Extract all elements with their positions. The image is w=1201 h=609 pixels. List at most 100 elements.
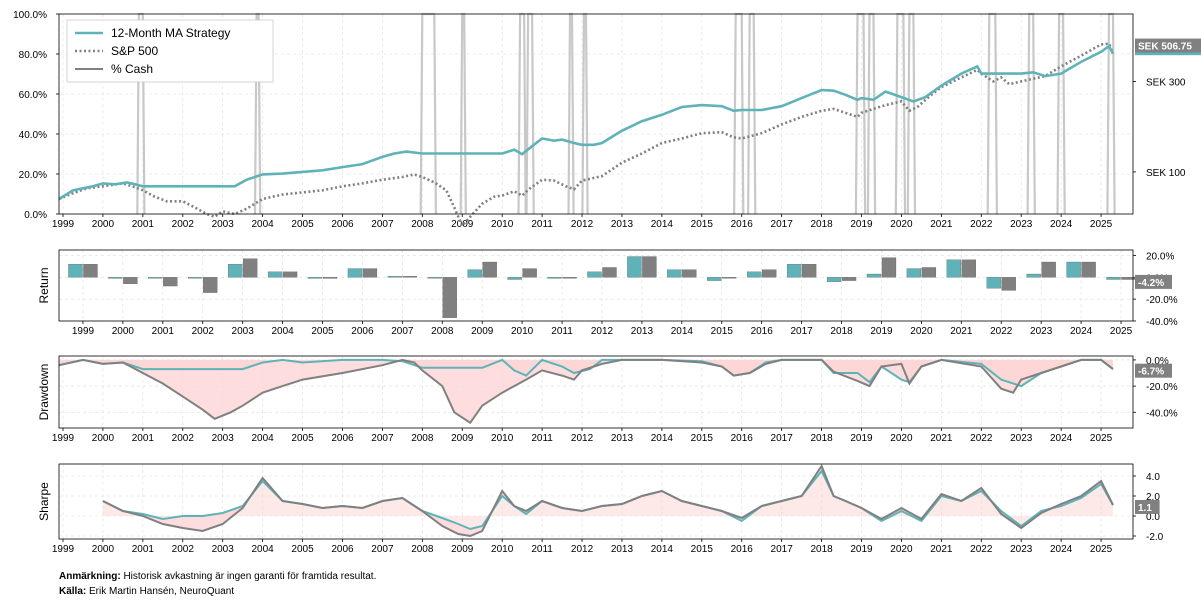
- cash-spike: [1106, 12, 1116, 215]
- strategy-return-bar: [467, 269, 482, 278]
- sharpe-x-tick-label: 2022: [970, 544, 993, 555]
- equity-x-tick-label: 2002: [172, 219, 195, 230]
- cash-spike: [517, 12, 527, 215]
- strategy-return-bar: [946, 259, 961, 278]
- strategy-return-bar: [587, 271, 602, 278]
- dd-frame: [58, 355, 1134, 429]
- strategy-return-bar: [906, 268, 922, 278]
- sp500-return-bar: [921, 267, 937, 278]
- return-x-tick-label: 2011: [551, 326, 573, 337]
- sharpe-diff-area: [102, 466, 1113, 536]
- dd-x-tick-label: 2022: [970, 433, 993, 444]
- equity-x-tick-label: 2007: [371, 219, 394, 230]
- equity-frame: [58, 13, 1134, 215]
- sp500-return-bar: [1001, 277, 1016, 291]
- dd-x-tick-label: 2001: [132, 433, 155, 444]
- return-x-tick-label: 2014: [671, 326, 694, 337]
- equity-x-tick-label: 2006: [331, 219, 354, 230]
- return-x-tick-label: 2005: [311, 326, 334, 337]
- return-x-tick-label: 2008: [431, 326, 454, 337]
- equity-right-tick-label: SEK 300: [1146, 77, 1186, 88]
- cash-spike: [567, 12, 575, 215]
- sharpe-tick-label: -2.0: [1146, 532, 1164, 543]
- footer-note-label: Anmärkning:: [59, 571, 121, 582]
- dd-x-tick-label: 2000: [92, 433, 115, 444]
- dd-x-tick-label: 2007: [371, 433, 394, 444]
- sp500-return-bar: [1041, 261, 1056, 278]
- dd-x-tick-label: 2025: [1090, 433, 1113, 444]
- sp500-return-bar: [562, 277, 577, 279]
- dd-x-tick-label: 2009: [451, 433, 474, 444]
- sp500-return-bar: [1121, 277, 1136, 280]
- dd-x-tick-label: 2020: [890, 433, 913, 444]
- strategy-return-bar: [68, 264, 83, 278]
- sp500-return-bar: [841, 277, 857, 281]
- cash-spike: [854, 12, 867, 215]
- cash-spike: [525, 12, 535, 215]
- sharpe-x-tick-label: 2011: [531, 544, 553, 555]
- return-x-tick-label: 2015: [711, 326, 734, 337]
- cash-spike: [419, 12, 437, 215]
- strategy-return-bar: [627, 256, 642, 278]
- sharpe-x-tick-label: 2025: [1090, 544, 1113, 555]
- sharpe-frame: [58, 463, 1134, 540]
- strategy-return-bar: [267, 271, 283, 278]
- return-x-tick-label: 2022: [990, 326, 1013, 337]
- strategy-return-bar: [108, 277, 123, 279]
- sp500-return-bar: [203, 277, 218, 293]
- dd-x-tick-label: 2018: [810, 433, 833, 444]
- sharpe-x-tick-label: 2005: [291, 544, 314, 555]
- sp500-end-label-bg: [1135, 38, 1201, 53]
- dd-x-tick-label: 2019: [850, 433, 873, 444]
- dd-tick-label: -20.0%: [1146, 382, 1178, 393]
- cash-spike: [459, 12, 467, 215]
- return-ylabel: Return: [37, 267, 51, 303]
- cash-spike: [747, 12, 757, 215]
- sharpe-x-tick-label: 2020: [890, 544, 913, 555]
- sp500-line: [58, 42, 1115, 229]
- return-x-tick-label: 2004: [271, 326, 294, 337]
- strategy-return-bar: [228, 264, 243, 278]
- return-x-tick-label: 2013: [631, 326, 654, 337]
- strategy-return-bar: [826, 277, 842, 282]
- sharpe-x-tick-label: 2012: [571, 544, 594, 555]
- dd-x-tick-label: 2006: [331, 433, 354, 444]
- sp500-return-bar: [1081, 261, 1096, 278]
- dd-end-label: -6.7%: [1138, 367, 1164, 378]
- equity-x-tick-label: 2000: [92, 219, 115, 230]
- cash-spike: [986, 12, 998, 215]
- sharpe-x-tick-label: 2015: [691, 544, 714, 555]
- equity-x-tick-label: 2021: [930, 219, 953, 230]
- legend-box: [66, 19, 274, 83]
- sp500-return-bar: [722, 277, 737, 279]
- equity-x-tick-label: 2022: [970, 219, 993, 230]
- return-tick-label: 20.0%: [1146, 251, 1174, 262]
- sp500-return-bar: [762, 269, 777, 278]
- sharpe-x-tick-label: 2007: [371, 544, 394, 555]
- dd-x-tick-label: 2010: [491, 433, 514, 444]
- return-x-tick-label: 2016: [751, 326, 774, 337]
- return-x-tick-label: 2023: [1030, 326, 1053, 337]
- dd-ylabel: Drawdown: [37, 364, 51, 421]
- sharpe-tick-label: 0.0: [1146, 512, 1160, 523]
- cash-spike: [581, 12, 589, 215]
- equity-x-tick-label: 2020: [890, 219, 913, 230]
- dd-x-tick-label: 2002: [172, 433, 195, 444]
- sharpe-x-tick-label: 2001: [132, 544, 155, 555]
- return-x-tick-label: 2003: [232, 326, 255, 337]
- sharpe-x-tick-label: 2010: [491, 544, 514, 555]
- sp500-sharpe-line: [102, 463, 1114, 538]
- return-x-tick-label: 1999: [72, 326, 95, 337]
- equity-x-tick-label: 2014: [651, 219, 674, 230]
- sp500-return-bar: [362, 268, 378, 278]
- sharpe-x-tick-label: 2013: [611, 544, 634, 555]
- sp500-return-bar: [442, 277, 457, 318]
- strategy-return-bar: [1066, 261, 1081, 278]
- equity-x-tick-label: 2010: [491, 219, 514, 230]
- return-x-tick-label: 2019: [870, 326, 893, 337]
- dd-x-tick-label: 2003: [212, 433, 235, 444]
- return-x-tick-label: 2020: [910, 326, 933, 337]
- return-x-tick-label: 2024: [1070, 326, 1093, 337]
- equity-left-tick-label: 40.0%: [19, 130, 47, 141]
